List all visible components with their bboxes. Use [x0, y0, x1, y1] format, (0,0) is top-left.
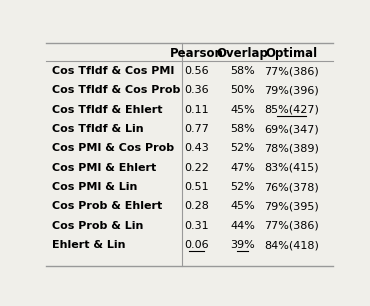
Text: 0.36: 0.36	[185, 85, 209, 95]
Text: 84%(418): 84%(418)	[264, 240, 319, 250]
Text: 0.56: 0.56	[185, 66, 209, 76]
Text: 0.51: 0.51	[185, 182, 209, 192]
Text: Optimal: Optimal	[265, 47, 317, 60]
Text: Cos PMI & Ehlert: Cos PMI & Ehlert	[52, 163, 156, 173]
Text: 47%: 47%	[230, 163, 255, 173]
Text: 76%(378): 76%(378)	[264, 182, 319, 192]
Text: 39%: 39%	[230, 240, 255, 250]
Text: 0.43: 0.43	[184, 144, 209, 153]
Text: Cos PMI & Lin: Cos PMI & Lin	[52, 182, 137, 192]
Text: 77%(386): 77%(386)	[264, 221, 319, 231]
Text: 52%: 52%	[230, 144, 255, 153]
Text: 58%: 58%	[230, 124, 255, 134]
Text: Cos Prob & Lin: Cos Prob & Lin	[52, 221, 143, 231]
Text: Cos Tfldf & Cos Prob: Cos Tfldf & Cos Prob	[52, 85, 180, 95]
Text: 52%: 52%	[230, 182, 255, 192]
Text: Cos Prob & Ehlert: Cos Prob & Ehlert	[52, 201, 162, 211]
Text: 50%: 50%	[231, 85, 255, 95]
Text: 45%: 45%	[230, 201, 255, 211]
Text: Cos Tfldf & Lin: Cos Tfldf & Lin	[52, 124, 144, 134]
Text: 0.11: 0.11	[185, 105, 209, 115]
Text: Cos PMI & Cos Prob: Cos PMI & Cos Prob	[52, 144, 174, 153]
Text: 0.06: 0.06	[185, 240, 209, 250]
Text: 0.77: 0.77	[184, 124, 209, 134]
Text: 0.28: 0.28	[184, 201, 209, 211]
Text: Ehlert & Lin: Ehlert & Lin	[52, 240, 125, 250]
Text: Cos Tfldf & Ehlert: Cos Tfldf & Ehlert	[52, 105, 162, 115]
Text: 45%: 45%	[230, 105, 255, 115]
Text: Cos Tfldf & Cos PMI: Cos Tfldf & Cos PMI	[52, 66, 174, 76]
Text: Pearson: Pearson	[170, 47, 224, 60]
Text: 79%(395): 79%(395)	[264, 201, 319, 211]
Text: 0.31: 0.31	[185, 221, 209, 231]
Text: 85%(427): 85%(427)	[264, 105, 319, 115]
Text: 78%(389): 78%(389)	[264, 144, 319, 153]
Text: 77%(386): 77%(386)	[264, 66, 319, 76]
Text: Overlap: Overlap	[217, 47, 269, 60]
Text: 58%: 58%	[230, 66, 255, 76]
Text: 0.22: 0.22	[184, 163, 209, 173]
Text: 79%(396): 79%(396)	[264, 85, 319, 95]
Text: 83%(415): 83%(415)	[264, 163, 319, 173]
Text: 44%: 44%	[230, 221, 255, 231]
Text: 69%(347): 69%(347)	[264, 124, 319, 134]
